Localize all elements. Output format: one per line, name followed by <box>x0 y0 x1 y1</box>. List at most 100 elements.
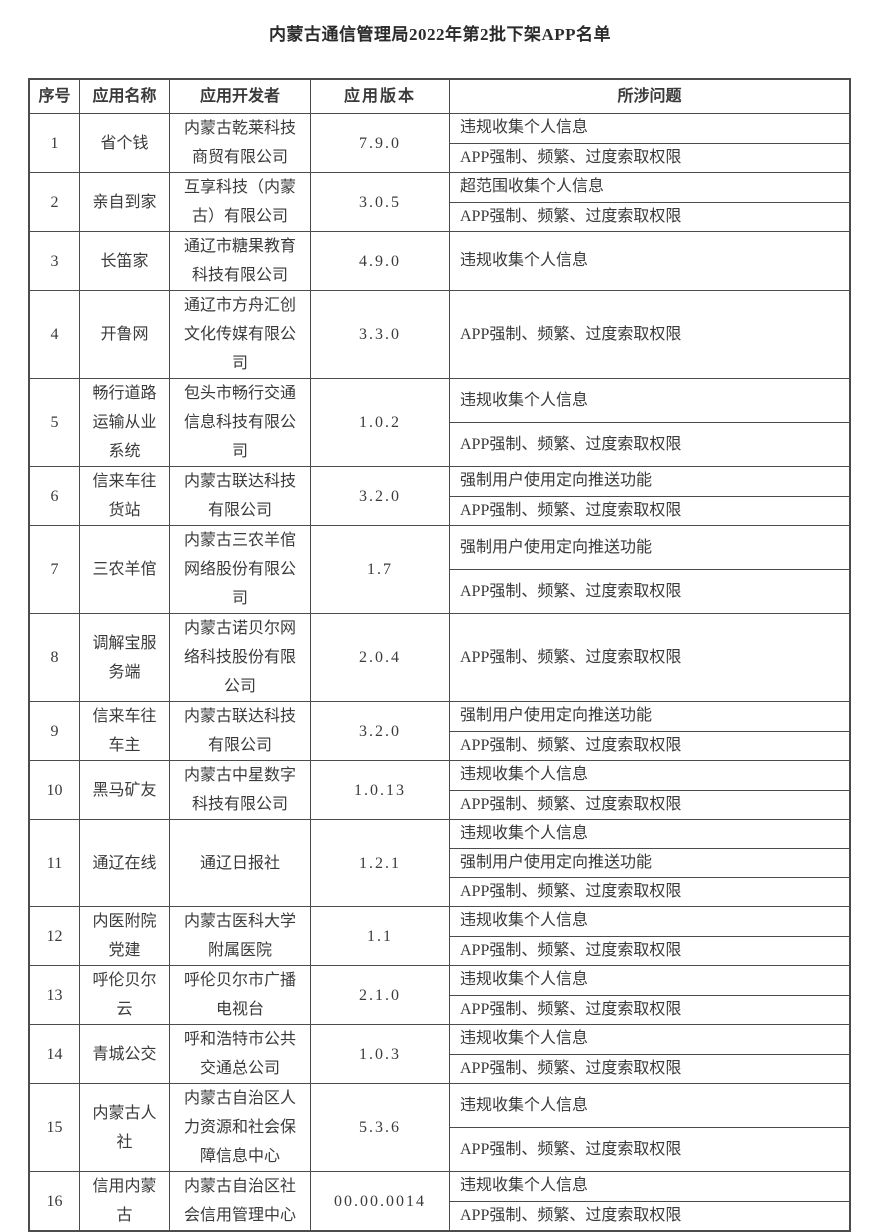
cell-issues: 违规收集个人信息 APP强制、频繁、过度索取权限 <box>449 114 849 172</box>
cell-version: 1.1 <box>310 907 449 965</box>
table-row: 5 畅行道路运输从业系统 包头市畅行交通信息科技有限公司 1.0.2 违规收集个… <box>30 378 849 466</box>
cell-version: 1.7 <box>310 526 449 613</box>
cell-serial-number: 11 <box>46 854 63 872</box>
cell-developer: 内蒙古自治区人力资源和社会保障信息中心 <box>169 1084 310 1171</box>
issue-item: 强制用户使用定向推送功能 <box>460 538 653 556</box>
header-cell-serial-number: 序号 <box>38 87 71 105</box>
issue-item: 违规收集个人信息 <box>460 391 589 409</box>
table-row: 3 长笛家 通辽市糖果教育科技有限公司 4.9.0 违规收集个人信息 <box>30 231 849 290</box>
issue-item: APP强制、频繁、过度索取权限 <box>460 325 682 343</box>
issue-item: APP强制、频繁、过度索取权限 <box>460 648 682 666</box>
issue-item: 违规收集个人信息 <box>460 912 589 930</box>
cell-developer: 呼伦贝尔市广播电视台 <box>169 966 310 1024</box>
cell-version: 2.0.4 <box>310 614 449 701</box>
cell-issues: 违规收集个人信息 APP强制、频繁、过度索取权限 <box>449 1025 849 1083</box>
table-row: 16 信用内蒙古 内蒙古自治区社会信用管理中心 00.00.0014 违规收集个… <box>30 1171 849 1230</box>
cell-developer: 内蒙古乾莱科技商贸有限公司 <box>169 114 310 172</box>
issue-item: 超范围收集个人信息 <box>460 178 605 196</box>
cell-version: 5.3.6 <box>310 1084 449 1171</box>
cell-version: 7.9.0 <box>310 114 449 172</box>
cell-issues: 违规收集个人信息 APP强制、频繁、过度索取权限 <box>449 966 849 1024</box>
cell-version: 3.3.0 <box>310 291 449 378</box>
table-row: 11 通辽在线 通辽日报社 1.2.1 违规收集个人信息强制用户使用定向推送功能… <box>30 819 849 906</box>
cell-serial-number: 15 <box>46 1119 63 1136</box>
issue-item: 违规收集个人信息 <box>460 825 589 842</box>
cell-version: 3.2.0 <box>310 467 449 525</box>
cell-app-name: 信用内蒙古 <box>79 1172 169 1230</box>
cell-issues: 违规收集个人信息 APP强制、频繁、过度索取权限 <box>449 761 849 819</box>
issue-item: APP强制、频繁、过度索取权限 <box>450 730 849 761</box>
issue-item: 违规收集个人信息 <box>460 1177 589 1195</box>
cell-issues: APP强制、频繁、过度索取权限 <box>449 291 849 378</box>
cell-app-name: 三农羊倌 <box>79 526 169 613</box>
cell-issues: 强制用户使用定向推送功能 APP强制、频繁、过度索取权限 <box>449 526 849 613</box>
cell-serial-number: 8 <box>50 649 59 666</box>
cell-version: 1.0.13 <box>310 761 449 819</box>
cell-version: 1.2.1 <box>310 820 449 906</box>
cell-developer: 内蒙古三农羊倌网络股份有限公司 <box>169 526 310 613</box>
issue-item: APP强制、频繁、过度索取权限 <box>450 495 849 526</box>
issue-item: 违规收集个人信息 <box>460 971 589 989</box>
cell-app-name: 呼伦贝尔云 <box>79 966 169 1024</box>
cell-developer: 内蒙古诺贝尔网络科技股份有限公司 <box>169 614 310 701</box>
cell-app-name: 内蒙古人社 <box>79 1084 169 1171</box>
issue-item: APP强制、频繁、过度索取权限 <box>450 935 849 966</box>
cell-serial-number: 1 <box>50 134 59 152</box>
issue-item: APP强制、频繁、过度索取权限 <box>450 1200 849 1231</box>
cell-serial-number: 13 <box>46 986 63 1004</box>
cell-app-name: 黑马矿友 <box>79 761 169 819</box>
cell-app-name: 信来车往货站 <box>79 467 169 525</box>
cell-app-name: 青城公交 <box>79 1025 169 1083</box>
issue-item: 强制用户使用定向推送功能 <box>450 848 849 877</box>
table-row: 7 三农羊倌 内蒙古三农羊倌网络股份有限公司 1.7 强制用户使用定向推送功能 A… <box>30 525 849 613</box>
table-row: 14 青城公交 呼和浩特市公共交通总公司 1.0.3 违规收集个人信息 APP强制… <box>30 1024 849 1083</box>
cell-app-name: 畅行道路运输从业系统 <box>79 379 169 466</box>
cell-serial-number: 4 <box>50 326 59 343</box>
cell-version: 3.0.5 <box>310 173 449 231</box>
issue-item: APP强制、频繁、过度索取权限 <box>450 877 849 906</box>
table-row: 15 内蒙古人社 内蒙古自治区人力资源和社会保障信息中心 5.3.6 违规收集个… <box>30 1083 849 1171</box>
cell-developer: 通辽日报社 <box>169 820 310 906</box>
cell-developer: 内蒙古联达科技有限公司 <box>169 702 310 760</box>
issue-item: 违规收集个人信息 <box>460 1096 589 1114</box>
table-row: 6 信来车往货站 内蒙古联达科技有限公司 3.2.0 强制用户使用定向推送功能 A… <box>30 466 849 525</box>
cell-version: 00.00.0014 <box>310 1172 449 1230</box>
issue-item: 强制用户使用定向推送功能 <box>460 472 653 490</box>
cell-issues: 违规收集个人信息 APP强制、频繁、过度索取权限 <box>449 1084 849 1171</box>
issue-item: 违规收集个人信息 <box>460 1030 589 1048</box>
cell-app-name: 亲自到家 <box>79 173 169 231</box>
cell-serial-number: 10 <box>46 781 63 799</box>
cell-app-name: 调解宝服务端 <box>79 614 169 701</box>
cell-issues: 违规收集个人信息 APP强制、频繁、过度索取权限 <box>449 907 849 965</box>
issue-item: APP强制、频繁、过度索取权限 <box>450 142 849 173</box>
cell-developer: 通辽市糖果教育科技有限公司 <box>169 232 310 290</box>
cell-app-name: 内医附院党建 <box>79 907 169 965</box>
issue-item: APP强制、频繁、过度索取权限 <box>450 422 849 466</box>
cell-issues: 违规收集个人信息 <box>449 232 849 290</box>
cell-developer: 互享科技（内蒙古）有限公司 <box>169 173 310 231</box>
cell-app-name: 信来车往车主 <box>79 702 169 760</box>
cell-version: 1.0.3 <box>310 1025 449 1083</box>
issue-item: 违规收集个人信息 <box>460 119 589 137</box>
header-cell-issues: 所涉问题 <box>449 80 849 113</box>
table-row: 9 信来车往车主 内蒙古联达科技有限公司 3.2.0 强制用户使用定向推送功能 A… <box>30 701 849 760</box>
cell-version: 2.1.0 <box>310 966 449 1024</box>
cell-app-name: 开鲁网 <box>79 291 169 378</box>
cell-developer: 呼和浩特市公共交通总公司 <box>169 1025 310 1083</box>
cell-app-name: 通辽在线 <box>79 820 169 906</box>
issue-item: APP强制、频繁、过度索取权限 <box>450 789 849 820</box>
cell-developer: 通辽市方舟汇创文化传媒有限公司 <box>169 291 310 378</box>
table-row: 12 内医附院党建 内蒙古医科大学附属医院 1.1 违规收集个人信息 APP强制、… <box>30 906 849 965</box>
cell-serial-number: 9 <box>50 722 59 740</box>
cell-version: 1.0.2 <box>310 379 449 466</box>
cell-version: 4.9.0 <box>310 232 449 290</box>
issue-item: 违规收集个人信息 <box>460 766 589 784</box>
cell-developer: 内蒙古联达科技有限公司 <box>169 467 310 525</box>
header-cell-version: 应用版本 <box>310 80 449 113</box>
cell-serial-number: 14 <box>46 1045 63 1063</box>
cell-serial-number: 2 <box>50 193 59 211</box>
cell-serial-number: 3 <box>50 252 59 270</box>
app-table: 序号 应用名称 应用开发者 应用版本 所涉问题 1 省个钱 内蒙古乾莱科技商贸有… <box>28 78 851 1232</box>
cell-issues: APP强制、频繁、过度索取权限 <box>449 614 849 701</box>
